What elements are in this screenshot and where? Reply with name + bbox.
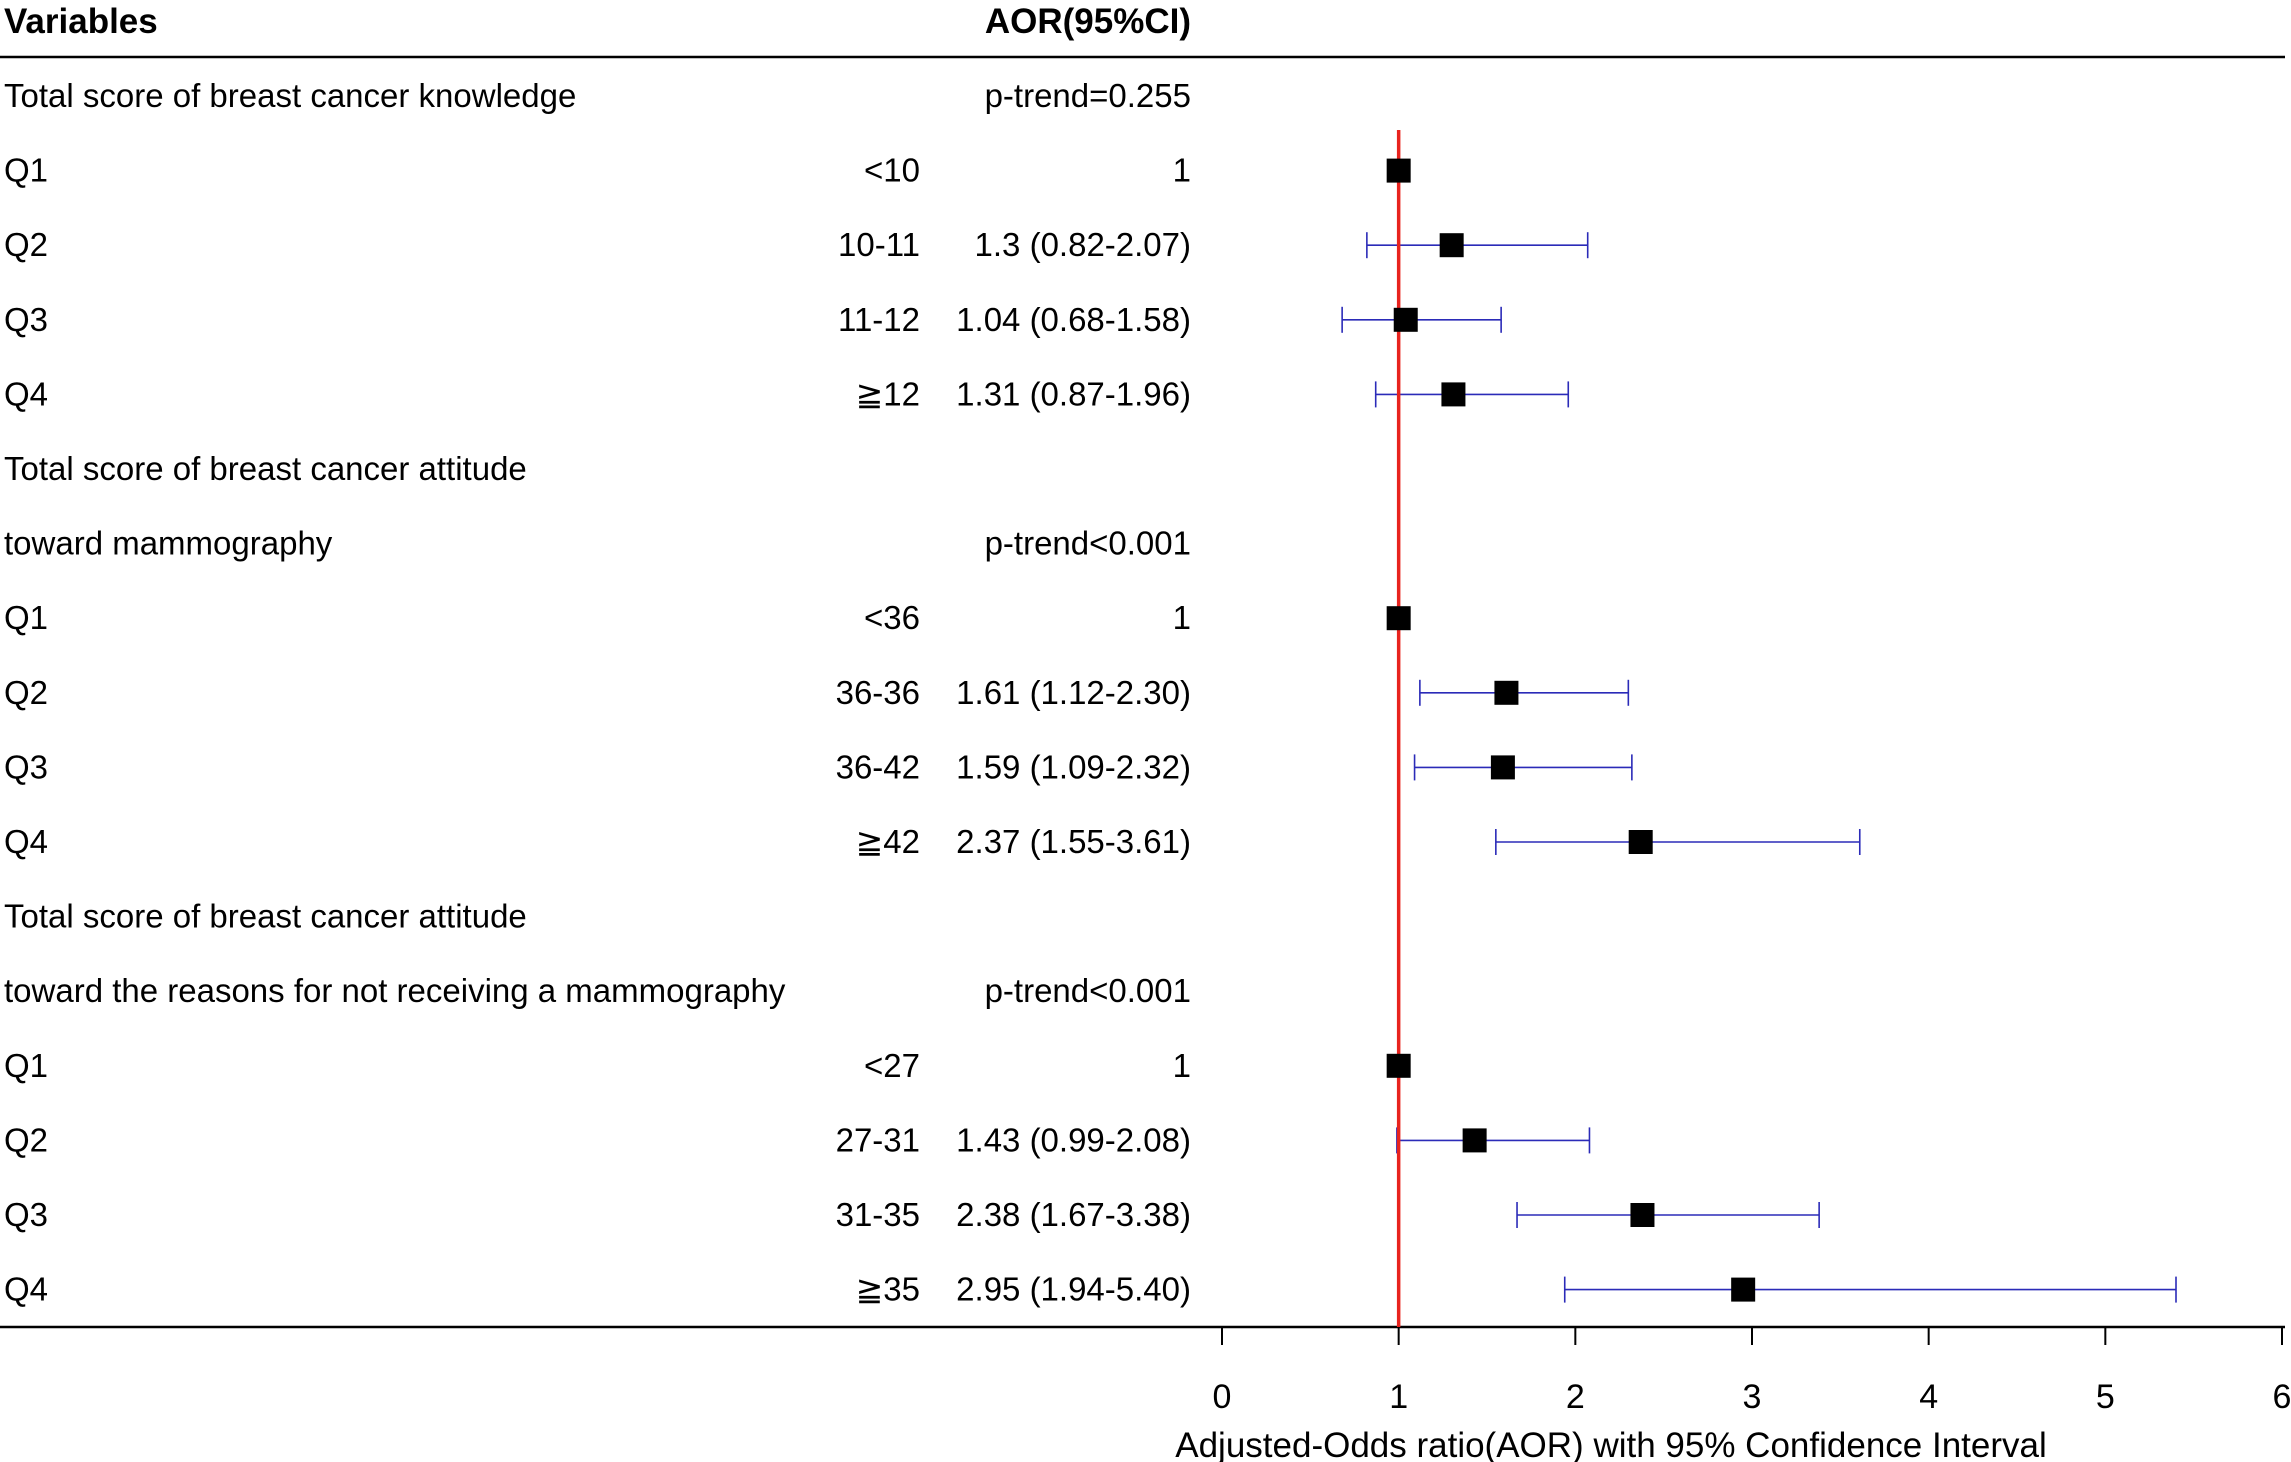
- quartile-label: Q1: [4, 599, 48, 636]
- aor-point: [1462, 1128, 1487, 1153]
- x-axis: 0 1 2 3 4 5 6: [1213, 1327, 2291, 1416]
- quartile-label: Q1: [4, 152, 48, 189]
- aor-point: [1386, 606, 1411, 631]
- quartile-label: Q4: [4, 823, 48, 860]
- x-tick-label: 6: [2273, 1378, 2291, 1416]
- score-range: 31-35: [836, 1196, 920, 1233]
- p-trend-label: p-trend=0.255: [985, 77, 1191, 114]
- score-range: 11-12: [838, 301, 920, 338]
- aor-point: [1386, 1053, 1411, 1078]
- aor-header: AOR(95%CI): [985, 2, 1191, 41]
- score-range: <10: [864, 152, 920, 189]
- aor-ci-value: 1: [1173, 1047, 1191, 1084]
- aor-ci-value: 1.04 (0.68-1.58): [956, 301, 1191, 338]
- quartile-label: Q1: [4, 1047, 48, 1084]
- score-range: ≧12: [856, 375, 920, 412]
- score-range: ≧42: [856, 823, 920, 860]
- confidence-intervals: [1341, 232, 2177, 1303]
- score-range: 27-31: [836, 1121, 920, 1158]
- x-tick-label: 2: [1566, 1378, 1585, 1416]
- aor-ci-value: 1.43 (0.99-2.08): [956, 1121, 1191, 1158]
- x-tick-label: 1: [1389, 1378, 1408, 1416]
- point-estimates: [1386, 158, 1756, 1302]
- aor-ci-value: 2.37 (1.55-3.61): [956, 823, 1191, 860]
- score-range: ≧35: [856, 1271, 920, 1308]
- quartile-label: Q3: [4, 301, 48, 338]
- aor-point: [1439, 233, 1464, 258]
- aor-point: [1393, 307, 1418, 332]
- quartile-label: Q4: [4, 1271, 48, 1308]
- quartile-label: Q2: [4, 226, 48, 263]
- x-tick-label: 4: [1919, 1378, 1938, 1416]
- x-tick-label: 0: [1213, 1378, 1232, 1416]
- score-range: <27: [864, 1047, 920, 1084]
- group-label: toward the reasons for not receiving a m…: [4, 972, 786, 1009]
- quartile-label: Q2: [4, 674, 48, 711]
- variables-header: Variables: [4, 2, 158, 41]
- aor-ci-value: 2.95 (1.94-5.40): [956, 1271, 1191, 1308]
- quartile-label: Q3: [4, 748, 48, 785]
- group-label: toward mammography: [4, 525, 333, 562]
- aor-ci-value: 1.31 (0.87-1.96): [956, 375, 1191, 412]
- quartile-label: Q2: [4, 1121, 48, 1158]
- aor-ci-value: 2.38 (1.67-3.38): [956, 1196, 1191, 1233]
- aor-point: [1490, 755, 1515, 780]
- p-trend-label: p-trend<0.001: [985, 972, 1191, 1009]
- x-tick-label: 5: [2096, 1378, 2115, 1416]
- score-range: 36-42: [836, 748, 920, 785]
- aor-ci-value: 1.3 (0.82-2.07): [975, 226, 1191, 263]
- aor-point: [1494, 680, 1519, 705]
- aor-ci-value: 1.61 (1.12-2.30): [956, 674, 1191, 711]
- quartile-label: Q4: [4, 375, 48, 412]
- aor-ci-value: 1: [1173, 152, 1191, 189]
- aor-point: [1628, 830, 1653, 854]
- score-range: 36-36: [836, 674, 920, 711]
- aor-point: [1630, 1203, 1655, 1227]
- aor-ci-value: 1.59 (1.09-2.32): [956, 748, 1191, 785]
- aor-ci-value: 1: [1173, 599, 1191, 636]
- aor-point: [1731, 1277, 1756, 1302]
- group-label: Total score of breast cancer attitude: [4, 898, 527, 935]
- p-trend-label: p-trend<0.001: [985, 525, 1191, 562]
- aor-point: [1386, 158, 1411, 183]
- rows-layer: Total score of breast cancer knowledge p-…: [4, 77, 1191, 1308]
- aor-point: [1441, 382, 1466, 407]
- score-range: 10-11: [838, 226, 920, 263]
- x-tick-label: 3: [1743, 1378, 1762, 1416]
- group-label: Total score of breast cancer attitude: [4, 450, 527, 487]
- quartile-label: Q3: [4, 1196, 48, 1233]
- group-label: Total score of breast cancer knowledge: [4, 77, 576, 114]
- score-range: <36: [864, 599, 920, 636]
- x-axis-label: Adjusted-Odds ratio(AOR) with 95% Confid…: [1175, 1426, 2047, 1462]
